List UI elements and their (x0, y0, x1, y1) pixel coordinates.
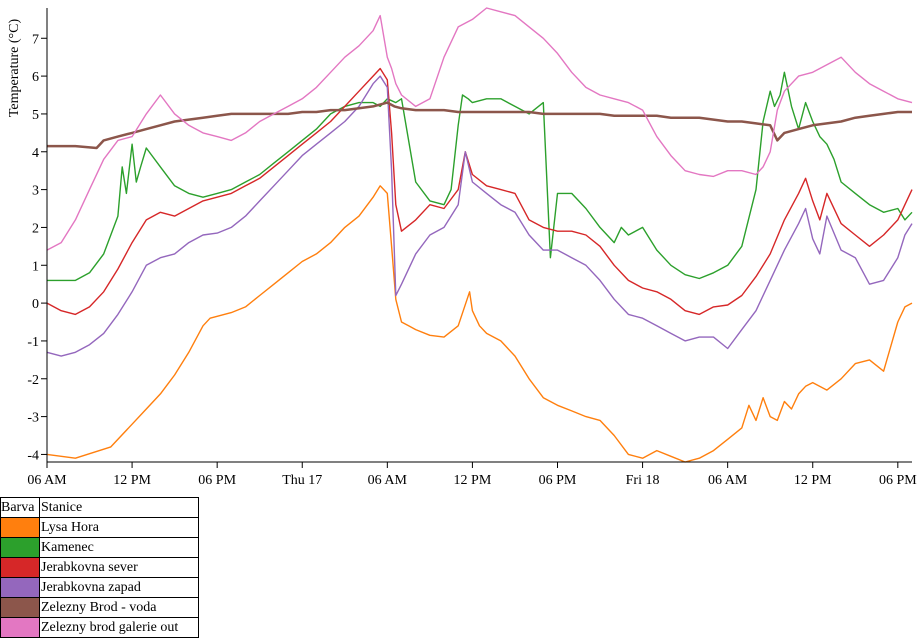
legend-header-station: Stanice (39, 497, 199, 518)
legend-station-name: Zelezny brod galerie out (39, 617, 199, 638)
x-tick-label: 12 PM (113, 473, 151, 488)
x-tick-label: 12 PM (454, 473, 492, 488)
legend-station-name: Jerabkovna sever (39, 557, 199, 578)
y-axis-ticks: -4 -3 -2 -1 0 1 2 3 4 5 6 7 (27, 32, 47, 463)
y-tick-label: -4 (27, 448, 39, 463)
legend-row: Jerabkovna zapad (0, 577, 199, 598)
x-tick-label: Fri 18 (626, 473, 660, 488)
x-tick-label: 06 PM (539, 473, 577, 488)
legend-row: Lysa Hora (0, 517, 199, 538)
y-tick-label: 3 (32, 184, 39, 199)
legend-swatch (0, 557, 40, 578)
legend-swatch (0, 597, 40, 618)
legend-station-name: Lysa Hora (39, 517, 199, 538)
y-tick-label: 1 (32, 259, 39, 274)
x-tick-label: 12 PM (794, 473, 832, 488)
y-tick-label: 4 (32, 146, 39, 161)
legend-body: Lysa Hora Kamenec Jerabkovna sever Jerabkov… (0, 517, 199, 638)
legend-header-row: Barva Stanice (0, 497, 199, 518)
y-tick-label: -3 (27, 411, 39, 426)
x-tick-label: 06 AM (708, 473, 748, 488)
legend-row: Zelezny brod galerie out (0, 617, 199, 638)
x-tick-label: 06 AM (27, 473, 67, 488)
legend-swatch (0, 537, 40, 558)
legend-station-name: Kamenec (39, 537, 199, 558)
x-tick-label: Thu 17 (282, 473, 322, 488)
y-tick-label: -2 (27, 373, 39, 388)
y-tick-label: -1 (27, 335, 39, 350)
legend-swatch (0, 617, 40, 638)
x-tick-label: 06 PM (879, 473, 917, 488)
series-line-lysa-hora (46, 185, 913, 463)
legend-row: Kamenec (0, 537, 199, 558)
legend-station-name: Zelezny Brod - voda (39, 597, 199, 618)
x-tick-label: 06 AM (368, 473, 408, 488)
series-line-kamenec (47, 71, 913, 282)
legend-row: Zelezny Brod - voda (0, 597, 199, 618)
legend-row: Jerabkovna sever (0, 557, 199, 578)
x-tick-label: 06 PM (198, 473, 236, 488)
series-line-jerabkovna-sever (46, 67, 913, 316)
series-group (46, 7, 913, 463)
y-tick-label: 2 (32, 221, 39, 236)
legend-swatch (0, 517, 40, 538)
legend-header-color: Barva (0, 497, 40, 518)
series-line-jerabkovna-zapad (46, 75, 913, 357)
y-tick-label: 6 (32, 70, 39, 85)
legend-swatch (0, 577, 40, 598)
legend-table: Barva Stanice Lysa Hora Kamenec Jerabkovna… (0, 497, 199, 638)
legend-station-name: Jerabkovna zapad (39, 577, 199, 598)
y-tick-label: 0 (32, 297, 39, 312)
y-tick-label: 5 (32, 108, 39, 123)
series-line-zelezny-brod-voda (47, 101, 912, 150)
series-line-zelezny-brod-galerie-out (46, 7, 913, 251)
y-tick-label: 7 (32, 32, 39, 47)
y-axis-title: Temperature (°C) (7, 19, 22, 118)
x-axis-ticks: 06 AM 12 PM 06 PM Thu 17 06 AM 12 PM 06 PM Fri … (27, 462, 917, 488)
